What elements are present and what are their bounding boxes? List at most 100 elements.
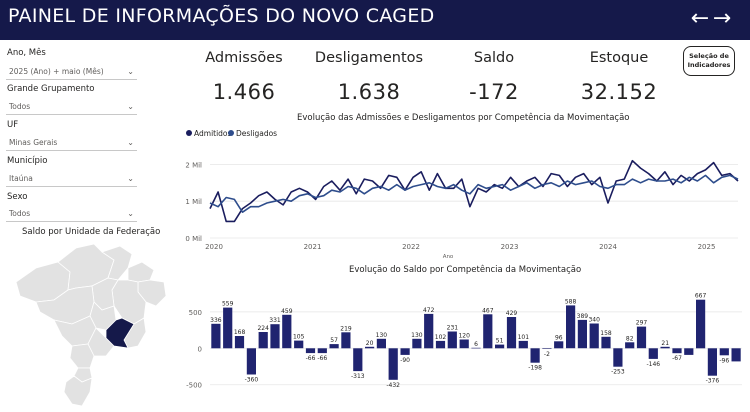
filter-value: Itaúna: [9, 174, 33, 183]
x-tick-label: 2024: [599, 243, 617, 251]
bar[interactable]: [696, 299, 706, 349]
bar[interactable]: [435, 340, 446, 349]
bar-data-label: 472: [423, 307, 435, 314]
chevron-down-icon: ⌄: [127, 174, 134, 183]
back-arrow-icon[interactable]: ←: [690, 6, 710, 31]
bar-data-label: 336: [210, 317, 222, 324]
filter-select-ano-mes[interactable]: 2025 (Ano) + maio (Mês) ⌄: [6, 65, 137, 80]
bar[interactable]: [731, 348, 741, 362]
bar-data-label: 51: [496, 338, 504, 345]
bar[interactable]: [388, 348, 398, 380]
bar[interactable]: [471, 347, 481, 349]
filter-value: Minas Gerais: [9, 138, 58, 147]
bar-data-label: 20: [366, 340, 374, 347]
bar-data-label: 101: [518, 334, 530, 341]
bar[interactable]: [601, 336, 611, 349]
bar[interactable]: [625, 342, 635, 349]
bar[interactable]: [424, 313, 434, 349]
bar-data-label: 130: [411, 332, 423, 339]
bar[interactable]: [577, 319, 587, 349]
bar[interactable]: [341, 332, 351, 349]
bar[interactable]: [719, 348, 729, 356]
bar-data-label: -2: [544, 351, 550, 358]
bar-data-label: 130: [376, 332, 388, 339]
bar-data-label: 82: [626, 335, 634, 342]
kpi-label-saldo: Saldo: [473, 50, 515, 66]
bar-data-label: -360: [245, 377, 259, 384]
bar-data-label: 168: [234, 329, 246, 336]
bar[interactable]: [234, 336, 245, 349]
bar[interactable]: [566, 305, 576, 349]
bar[interactable]: [282, 314, 292, 349]
bar-data-label: 96: [555, 334, 563, 341]
bar[interactable]: [365, 346, 375, 349]
map-region-north-para: [101, 245, 133, 281]
page-title: PAINEL DE INFORMAÇÕES DO NOVO CAGED: [8, 5, 435, 27]
kpi-label-admissoes: Admissões: [205, 50, 283, 66]
map-region-minas-gerais-highlight: [105, 317, 135, 349]
bar[interactable]: [554, 341, 564, 349]
bar[interactable]: [400, 348, 410, 355]
bar[interactable]: [353, 348, 363, 372]
brazil-map[interactable]: [6, 240, 171, 410]
legend-label: Desligados: [236, 129, 277, 138]
x-tick-label: 2020: [205, 243, 223, 251]
bar[interactable]: [518, 340, 528, 349]
filter-label-sexo: Sexo: [7, 192, 28, 202]
bar[interactable]: [294, 340, 304, 349]
bar-data-label: 6: [474, 341, 478, 348]
bar[interactable]: [636, 326, 647, 349]
line-chart-title: Evolução das Admissões e Desligamentos p…: [297, 113, 630, 123]
bar[interactable]: [648, 348, 658, 359]
bar-data-label: -432: [386, 382, 400, 389]
bar[interactable]: [684, 348, 694, 355]
x-tick-label: 2021: [304, 243, 322, 251]
series-line-desligados: [209, 174, 739, 213]
bar[interactable]: [542, 348, 552, 349]
forward-arrow-icon[interactable]: →: [712, 6, 732, 31]
bar[interactable]: [660, 346, 670, 349]
legend-label: Admitidos: [194, 129, 232, 138]
bar[interactable]: [246, 348, 256, 375]
x-axis-label: Ano: [443, 254, 454, 260]
filter-select-uf[interactable]: Minas Gerais ⌄: [6, 136, 137, 151]
line-chart: Admitidos Desligados 0 Mil 1 Mil 2 Mil 2020 20…: [185, 129, 739, 260]
series-line-admitidos: [209, 159, 739, 223]
filter-select-sexo[interactable]: Todos ⌄: [6, 207, 137, 222]
x-tick-label: 2025: [698, 243, 716, 251]
selecao-indicadores-button[interactable]: Seleção de Indicadores: [683, 46, 735, 76]
map-title: Saldo por Unidade da Federação: [22, 227, 161, 237]
bar[interactable]: [506, 317, 517, 349]
bar[interactable]: [613, 348, 623, 367]
bar[interactable]: [483, 314, 493, 349]
filter-label-ano-mes: Ano, Mês: [7, 48, 46, 58]
bar[interactable]: [707, 348, 717, 376]
filter-value: 2025 (Ano) + maio (Mês): [9, 67, 104, 76]
bar[interactable]: [329, 344, 339, 349]
filter-select-grande-grupamento[interactable]: Todos ⌄: [6, 100, 137, 115]
bar[interactable]: [412, 338, 422, 349]
bar[interactable]: [305, 348, 316, 354]
bar[interactable]: [530, 348, 540, 363]
bar-data-label: -146: [646, 361, 660, 368]
bar[interactable]: [495, 344, 505, 349]
bar-data-label: -90: [400, 357, 410, 364]
bar[interactable]: [223, 307, 233, 349]
bar[interactable]: [459, 339, 469, 349]
bar-data-label: 231: [447, 325, 459, 332]
y-tick-label: 500: [189, 309, 202, 317]
bar[interactable]: [589, 323, 599, 349]
legend-marker: [228, 130, 234, 136]
filter-label-municipio: Município: [7, 156, 48, 166]
bar[interactable]: [270, 324, 280, 349]
bar[interactable]: [376, 338, 386, 349]
bar[interactable]: [672, 348, 682, 354]
button-line-1: Seleção de: [689, 52, 729, 60]
bar[interactable]: [211, 323, 221, 349]
filter-select-municipio[interactable]: Itaúna ⌄: [6, 172, 137, 187]
bar[interactable]: [447, 331, 457, 349]
bar[interactable]: [258, 332, 268, 349]
bar-data-label: -96: [719, 357, 729, 364]
bar[interactable]: [317, 348, 327, 354]
